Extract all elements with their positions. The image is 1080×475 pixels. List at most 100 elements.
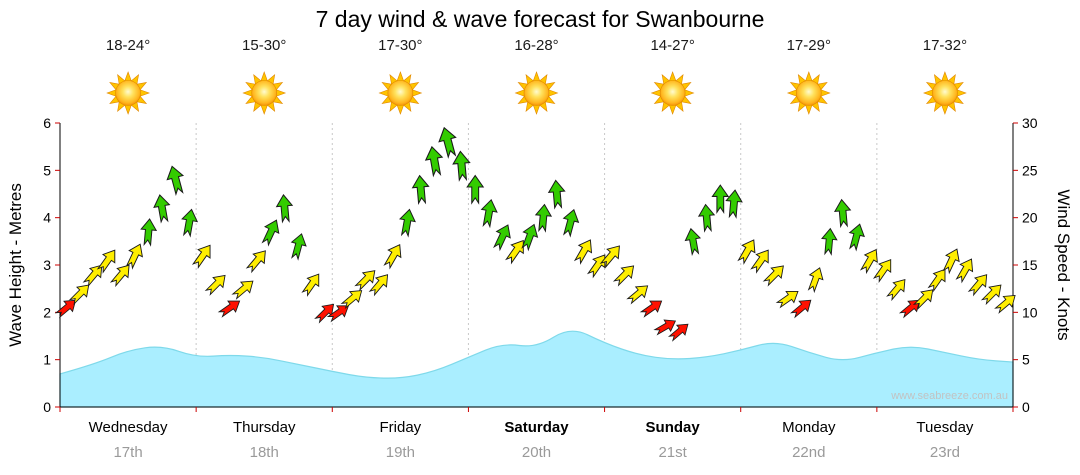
day-name-label: Sunday (645, 419, 700, 436)
sun-icon (514, 71, 559, 115)
day-name-label: Friday (379, 419, 422, 436)
wind-arrow (96, 249, 116, 274)
temperature-range: 17-32° (922, 37, 968, 54)
wind-arrow (626, 285, 649, 305)
wind-arrow (980, 284, 1002, 306)
wind-arrow (586, 254, 606, 279)
right-axis-tick-label: 30 (1022, 115, 1038, 131)
watermark: www.seabreeze.com.au (891, 390, 1008, 402)
wind-arrow (639, 300, 663, 318)
wind-arrow (204, 274, 226, 296)
wind-arrow (109, 264, 130, 288)
wind-arrow (166, 165, 185, 196)
wind-arrow (245, 250, 266, 274)
wind-arrow (438, 126, 457, 159)
wind-arrow (326, 305, 350, 323)
left-axis-tick-label: 5 (43, 162, 51, 178)
wind-arrow (68, 284, 90, 306)
wind-arrow (505, 239, 524, 265)
wind-arrow (140, 218, 158, 247)
wind-arrow (737, 239, 756, 265)
wind-arrow (612, 265, 635, 287)
sun-icon (786, 71, 831, 115)
wind-arrow (821, 227, 838, 256)
date-label: 20th (521, 444, 552, 461)
wind-arrow (275, 193, 294, 224)
wind-arrow (684, 227, 702, 257)
wind-arrow (493, 224, 511, 252)
chart-title: 7 day wind & wave forecast for Swanbourn… (315, 6, 765, 32)
wind-arrow (789, 299, 812, 319)
wind-arrow (886, 279, 906, 302)
wind-arrow (833, 198, 852, 229)
wind-arrow (290, 233, 307, 261)
wind-arrow (521, 223, 539, 252)
right-axis-tick-label: 20 (1022, 210, 1038, 226)
sun-icon (923, 71, 967, 115)
right-axis-tick-label: 15 (1022, 257, 1038, 273)
wind-arrow (153, 194, 171, 224)
left-axis-tick-label: 3 (43, 257, 51, 273)
wind-arrow (573, 239, 593, 265)
wind-arrow (480, 198, 498, 229)
right-axis-tick-label: 10 (1022, 304, 1038, 320)
right-axis-tick-label: 0 (1022, 399, 1030, 415)
wind-arrow (967, 274, 988, 297)
wind-arrow (762, 265, 784, 287)
left-axis-tick-label: 1 (43, 352, 51, 368)
date-label: 21st (658, 444, 687, 461)
wind-arrow (466, 174, 485, 205)
temperature-range: 18-24° (105, 37, 151, 54)
wind-arrow (697, 203, 716, 233)
wind-arrow (452, 150, 471, 182)
wind-arrow (942, 248, 960, 275)
wind-arrow (750, 249, 769, 274)
day-name-label: Tuesday (916, 419, 974, 436)
day-name-label: Thursday (232, 419, 296, 436)
date-label: 19th (385, 444, 415, 461)
wind-arrow (399, 208, 416, 238)
wind-arrow (54, 299, 77, 319)
sun-icon (242, 71, 287, 115)
date-label: 18th (249, 444, 279, 461)
day-name-label: Monday (782, 419, 836, 436)
wind-arrow (354, 270, 376, 292)
wind-arrow (562, 208, 580, 238)
temperature-range: 17-29° (786, 37, 831, 54)
date-label: 17th (113, 444, 143, 461)
wind-arrow (82, 264, 103, 288)
date-label: 22nd (792, 444, 826, 461)
wind-arrow (912, 289, 934, 310)
wind-arrow (775, 290, 799, 309)
left-axis-tick-label: 6 (43, 115, 51, 131)
temperature-range: 17-30° (378, 37, 423, 54)
right-axis-tick-label: 25 (1022, 162, 1038, 178)
wind-arrow (534, 203, 553, 233)
left-axis-tick-label: 2 (43, 304, 51, 320)
wind-arrow (368, 274, 389, 297)
wind-arrow (217, 300, 241, 318)
day-name-label: Saturday (504, 419, 569, 436)
wind-arrow (955, 258, 974, 284)
wind-arrow (424, 145, 444, 178)
wind-arrow (181, 208, 199, 238)
wind-arrow (927, 268, 946, 293)
wind-arrow (411, 174, 430, 206)
wind-arrow (807, 267, 824, 294)
temperature-range: 16-28° (514, 37, 559, 54)
wind-arrow (125, 243, 143, 270)
wind-arrow (667, 323, 689, 342)
sun-icon (378, 71, 423, 115)
wind-arrow (599, 245, 620, 269)
wind-arrow (994, 294, 1016, 314)
left-axis-tick-label: 0 (43, 399, 51, 415)
sun-icon (106, 71, 150, 115)
wind-arrow (340, 290, 363, 310)
wind-arrow (872, 259, 892, 283)
wind-arrow (653, 319, 677, 336)
wind-arrow (191, 244, 211, 270)
